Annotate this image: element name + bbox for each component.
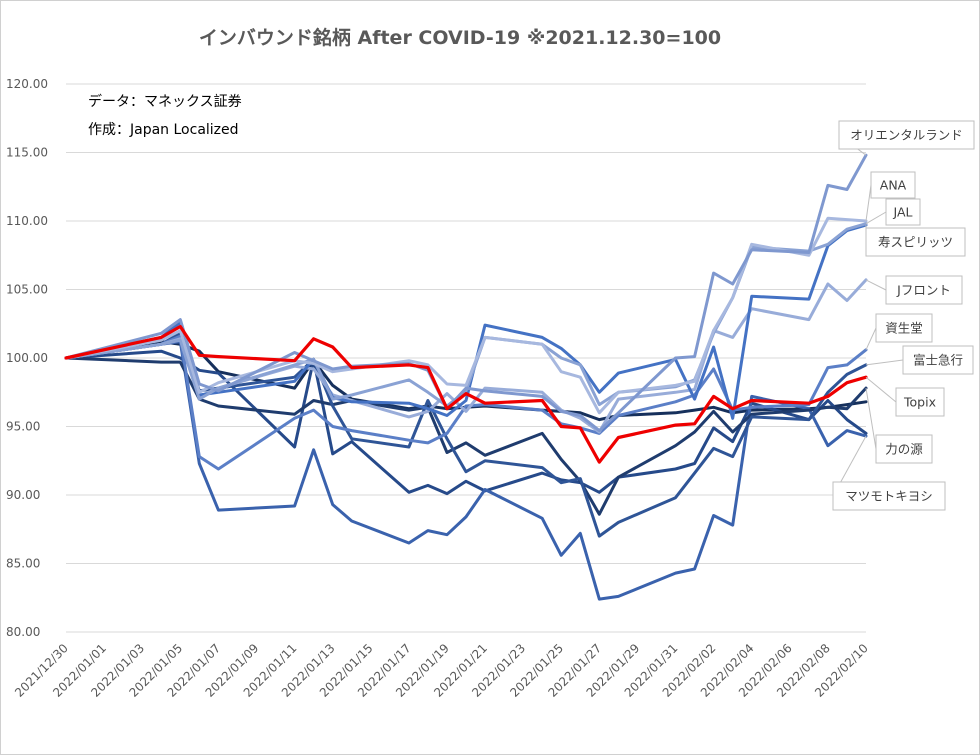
series-label: 富士急行 (865, 345, 974, 375)
leader-line (865, 376, 897, 403)
series-label: JAL (865, 198, 921, 226)
chart-title: インバウンド銘柄 After COVID-19 ※2021.12.30=100 (199, 26, 721, 49)
y-tick-label: 90.00 (6, 488, 40, 502)
label-box (838, 120, 975, 150)
y-tick-label: 85.00 (6, 557, 40, 571)
y-tick-label: 100.00 (6, 351, 48, 365)
y-tick-label: 95.00 (6, 420, 40, 434)
label-box (895, 387, 945, 417)
series-label: 寿スピリッツ (865, 225, 966, 257)
label-box (875, 313, 933, 343)
series-label: 資生堂 (865, 313, 933, 351)
y-tick-label: 105.00 (6, 283, 48, 297)
leader-line (865, 184, 872, 222)
series-line (64, 223, 868, 420)
series-line (64, 324, 868, 464)
series-line (64, 340, 868, 601)
leader-line (865, 211, 887, 225)
leader-line (865, 359, 904, 366)
series-line (64, 331, 868, 538)
y-tick-label: 120.00 (6, 77, 48, 91)
series-line (64, 334, 868, 471)
series-label-text: JAL (893, 205, 913, 220)
y-tick-label: 115.00 (6, 146, 48, 160)
series-label-text: Topix (903, 395, 936, 410)
label-box (865, 227, 966, 257)
series-label-text: 力の源 (885, 442, 923, 457)
label-box (870, 171, 916, 199)
series-lines (64, 153, 868, 601)
series-label: マツモトキヨシ (832, 435, 946, 511)
series-label-text: ANA (880, 178, 907, 193)
series-label-text: 富士急行 (913, 353, 963, 368)
data-source-note: データ：マネックス証券 (88, 93, 242, 110)
leader-line (865, 327, 877, 351)
leader-line (865, 279, 887, 291)
series-label-text: 寿スピリッツ (878, 235, 953, 250)
y-tick-label: 80.00 (6, 625, 40, 639)
series-label: Topix (865, 376, 945, 417)
series-label: Jフロント (865, 275, 963, 305)
leader-line (865, 388, 877, 450)
label-box (885, 198, 921, 226)
series-line (64, 356, 868, 516)
author-note: 作成：Japan Localized (88, 122, 239, 138)
series-label: ANA (865, 171, 916, 222)
y-axis: 80.00 85.00 90.00 95.00 100.00 105.00 110.00 11… (6, 77, 48, 639)
series-label: オリエンタルランド (838, 120, 975, 156)
series-label: 力の源 (865, 388, 933, 464)
gridlines (66, 83, 866, 633)
series-label-text: オリエンタルランド (850, 128, 963, 143)
series-line (64, 153, 868, 433)
y-tick-label: 110.00 (6, 214, 48, 228)
series-label-text: Jフロント (896, 283, 951, 298)
label-box (885, 275, 963, 305)
label-box (902, 345, 974, 375)
label-box (875, 434, 933, 464)
x-axis: 2021/12/302022/01/012022/01/032022/01/05… (12, 641, 871, 700)
label-box (832, 481, 946, 511)
series-label-text: 資生堂 (885, 321, 923, 336)
series-label-text: マツモトキヨシ (845, 489, 933, 504)
